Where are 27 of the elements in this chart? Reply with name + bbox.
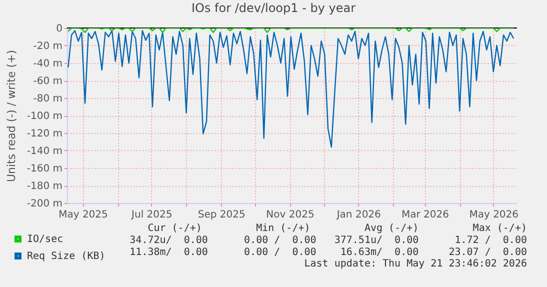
y-tick-label: -40 m bbox=[33, 58, 62, 70]
y-tick-label: -20 m bbox=[33, 41, 62, 52]
y-tick-label: -160 m bbox=[26, 164, 62, 174]
y-tick-label: -80 m bbox=[33, 94, 62, 104]
y-tick-label: -180 m bbox=[26, 181, 62, 192]
y-axis-title: Units read (-) / write (+) bbox=[4, 50, 18, 182]
y-tick-label: -200 m bbox=[26, 198, 62, 210]
y-tick-label: -60 m bbox=[33, 76, 62, 87]
text: Cur (-/+) Min (-/+) Avg (-/+) Max (-/+) bbox=[148, 223, 527, 234]
text: 11.38m/ 0.00 0.00 / 0.00 16.63m/ 0.00 23.07 / 0.00 bbox=[130, 247, 527, 258]
y-tick-label: -100 m bbox=[26, 111, 62, 122]
legend-label: Req Size (KB) bbox=[27, 251, 106, 262]
x-tick-label: May 2026 bbox=[469, 210, 519, 220]
y-tick-label: -120 m bbox=[26, 128, 62, 140]
chart-title: IOs for /dev/loop1 - by year bbox=[191, 1, 356, 15]
x-tick-label: Nov 2025 bbox=[266, 210, 314, 220]
text: 34.72u/ 0.00 0.00 / 0.00 377.51u/ 0.00 1.72 / 0.00 bbox=[130, 235, 527, 246]
legend-label: IO/sec bbox=[27, 234, 64, 245]
x-tick-label: Mar 2026 bbox=[402, 210, 449, 220]
text: Last update: Thu May 21 23:46:02 2026 bbox=[304, 258, 527, 270]
line-series bbox=[68, 30, 514, 148]
x-tick-label: May 2025 bbox=[58, 210, 108, 220]
y-tick-label: 0 bbox=[56, 24, 62, 34]
x-tick-label: Sep 2025 bbox=[198, 210, 246, 220]
y-tick-label: -140 m bbox=[26, 146, 62, 157]
x-tick-label: Jul 2025 bbox=[130, 210, 172, 220]
x-tick-label: Jan 2026 bbox=[336, 210, 381, 220]
